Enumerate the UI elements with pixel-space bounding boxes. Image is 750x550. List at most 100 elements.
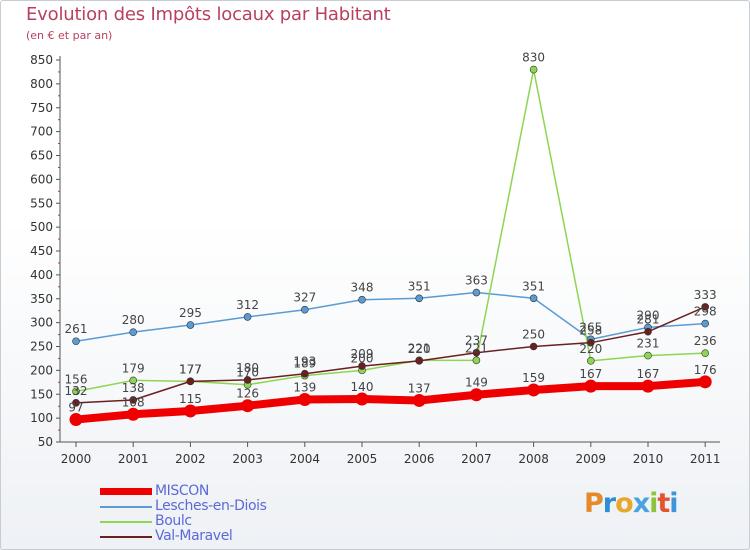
y-tick-label: 550 [30,196,53,210]
x-tick-label: 2000 [61,452,92,466]
data-label: 237 [465,334,488,348]
legend: MISCON Lesches-en-Diois Boulc Val-Maravel [100,483,360,544]
data-label: 265 [579,320,602,334]
data-point [126,407,140,421]
data-point [472,348,481,357]
data-label: 231 [637,337,660,351]
data-point [129,396,137,404]
data-point [644,351,652,360]
y-tick-label: 450 [30,244,53,258]
data-label: 221 [465,341,488,355]
data-label: 298 [694,305,717,319]
y-tick-label: 500 [30,220,53,234]
data-point [701,303,710,311]
data-label: 177 [179,362,202,376]
data-label: 281 [637,313,660,327]
y-tick-label: 400 [30,268,53,282]
data-point [243,376,252,384]
data-point [586,338,595,347]
data-label: 250 [522,328,545,342]
data-point [698,375,712,389]
data-label: 177 [179,362,202,376]
y-tick-label: 600 [30,172,53,186]
data-point [300,305,309,314]
data-point [586,357,595,365]
data-point [183,404,197,418]
data-point [355,392,369,406]
data-point [412,393,426,407]
data-point [129,328,137,336]
x-tick-label: 2010 [633,452,664,466]
data-point [469,388,483,402]
y-tick-label: 200 [30,363,53,377]
legend-label: Boulc [155,513,192,529]
chart-title: Evolution des Impôts locaux par Habitant [26,4,391,25]
data-point [529,342,538,351]
legend-item: Val-Maravel [100,528,360,544]
data-point [358,362,366,370]
y-tick-label: 100 [30,411,53,425]
data-label: 126 [236,387,259,401]
data-label: 140 [351,380,374,394]
data-label: 200 [351,351,374,365]
data-label: 108 [122,395,145,409]
series-line-Lesches-en-Diois [75,291,706,342]
data-label: 348 [351,281,374,295]
x-tick-label: 2011 [690,452,721,466]
data-label: 156 [65,372,88,386]
data-point [472,288,481,297]
x-tick-label: 2001 [118,452,149,466]
y-tick-label: 300 [30,316,53,330]
y-tick-label: 350 [30,292,53,306]
data-point [72,387,80,396]
data-point [415,294,424,303]
chart-subtitle: (en € et par an) [26,29,113,42]
data-point [300,369,309,378]
data-label: 333 [694,288,717,302]
data-point [186,377,195,386]
data-point [529,65,538,74]
data-point [241,399,255,413]
data-label: 351 [408,279,431,293]
data-point [701,319,710,328]
x-tick-label: 2006 [404,452,435,466]
data-label: 327 [293,291,316,305]
data-label: 115 [179,392,202,406]
data-label: 312 [236,298,259,312]
data-label: 363 [465,274,488,288]
y-tick-label: 800 [30,77,53,91]
data-point [472,356,481,365]
data-point [529,294,538,303]
data-label: 139 [293,381,316,395]
data-label: 132 [65,384,88,398]
data-label: 290 [637,308,660,322]
proxiti-logo: Proxiti [584,488,679,519]
data-label: 221 [408,341,431,355]
data-point [69,413,83,427]
data-label: 209 [351,347,374,361]
data-label: 258 [579,324,602,338]
x-tick-label: 2003 [232,452,263,466]
data-label: 167 [637,367,660,381]
data-label: 189 [293,357,316,371]
data-label: 97 [68,401,83,415]
data-label: 193 [293,355,316,369]
legend-swatch [100,536,152,538]
legend-swatch [100,521,152,523]
y-tick-label: 50 [38,435,53,449]
x-tick-label: 2007 [461,452,492,466]
data-label: 137 [408,381,431,395]
y-tick-label: 750 [30,101,53,115]
series-line-Val-Maravel [75,306,706,404]
x-tick-label: 2004 [290,452,321,466]
data-label: 830 [522,51,545,65]
data-point [72,399,80,407]
data-label: 138 [122,381,145,395]
data-label: 295 [179,306,202,320]
data-point [72,337,80,346]
data-point [527,383,541,397]
x-tick-label: 2009 [576,452,607,466]
data-point [186,321,195,329]
data-label: 149 [465,376,488,390]
